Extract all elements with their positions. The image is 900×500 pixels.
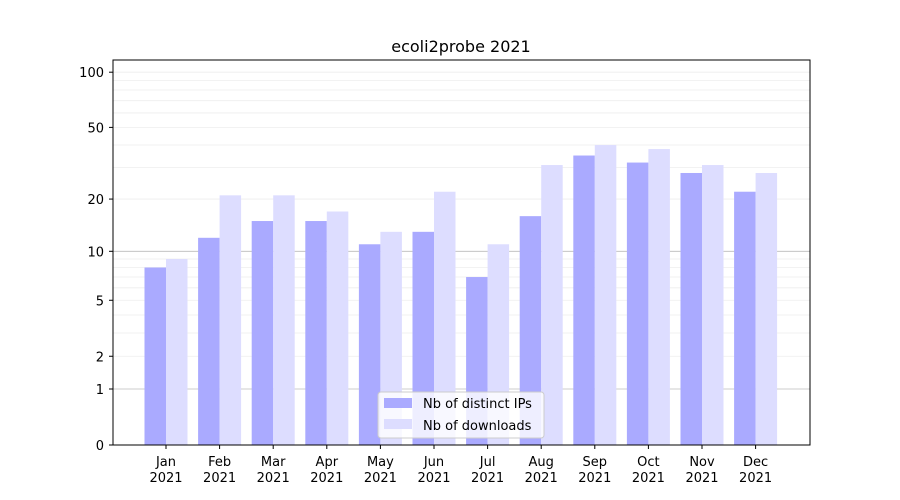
x-tick-label: 2021: [203, 471, 236, 486]
x-tick-label: 2021: [685, 471, 718, 486]
bar-downloads: [541, 165, 563, 445]
legend-label-ips: Nb of distinct IPs: [423, 397, 532, 412]
bar-downloads: [702, 165, 724, 445]
bar-downloads: [755, 172, 778, 446]
x-tick-label: 2021: [578, 471, 611, 486]
bar-distinct-ips: [144, 267, 166, 445]
y-tick-label: 5: [96, 294, 104, 309]
x-tick-label: Mar: [261, 455, 286, 470]
bar-distinct-ips: [198, 237, 220, 445]
bar-distinct-ips: [358, 244, 381, 445]
bar-distinct-ips: [519, 216, 542, 445]
plot-frame: [112, 59, 811, 446]
bar-downloads: [219, 195, 242, 445]
legend-swatch-ips: [384, 398, 412, 408]
x-tick-label: 2021: [632, 471, 665, 486]
bar-distinct-ips: [251, 221, 274, 445]
x-tick-label: 2021: [364, 471, 397, 486]
x-tick-label: 2021: [310, 471, 343, 486]
x-tick-label: Sep: [583, 455, 608, 470]
x-tick-label: 2021: [257, 471, 290, 486]
y-tick-label: 2: [96, 350, 104, 365]
y-tick-label: 50: [87, 121, 104, 136]
bar-distinct-ips: [680, 172, 702, 446]
legend-label-downloads: Nb of downloads: [423, 419, 532, 434]
y-tick-label: 20: [87, 193, 104, 208]
x-tick-label: 2021: [525, 471, 558, 486]
x-tick-label: 2021: [417, 471, 450, 486]
chart-title: ecoli2probe 2021: [391, 37, 530, 56]
x-tick-label: 2021: [471, 471, 504, 486]
bar-distinct-ips: [734, 191, 756, 445]
x-tick-label: Feb: [208, 455, 231, 470]
bar-downloads: [166, 259, 188, 445]
bar-downloads: [648, 149, 670, 445]
x-tick-label: Aug: [529, 455, 554, 470]
x-tick-label: 2021: [149, 471, 182, 486]
legend-swatch-downloads: [384, 419, 412, 429]
x-tick-label: 2021: [739, 471, 772, 486]
x-tick-label: Apr: [316, 455, 339, 470]
x-tick-label: Dec: [743, 455, 768, 470]
legend: Nb of distinct IPs Nb of downloads: [377, 391, 545, 439]
bar-downloads: [434, 191, 456, 445]
y-tick-label: 0: [96, 439, 104, 454]
bar-distinct-ips: [305, 221, 327, 445]
bar-downloads: [273, 195, 295, 445]
y-tick-label: 1: [96, 383, 104, 398]
bar-distinct-ips: [626, 162, 649, 446]
bar-downloads: [326, 211, 349, 445]
y-tick-label: 100: [79, 66, 104, 81]
x-tick-label: Jan: [155, 455, 176, 470]
x-tick-label: Nov: [689, 455, 715, 470]
bar-downloads: [594, 145, 617, 445]
x-tick-label: Jun: [423, 455, 444, 470]
y-tick-label: 10: [87, 245, 104, 260]
x-tick-label: Jul: [479, 455, 496, 470]
x-tick-label: Oct: [637, 455, 659, 470]
bar-distinct-ips: [573, 155, 595, 445]
x-tick-label: May: [367, 455, 394, 470]
